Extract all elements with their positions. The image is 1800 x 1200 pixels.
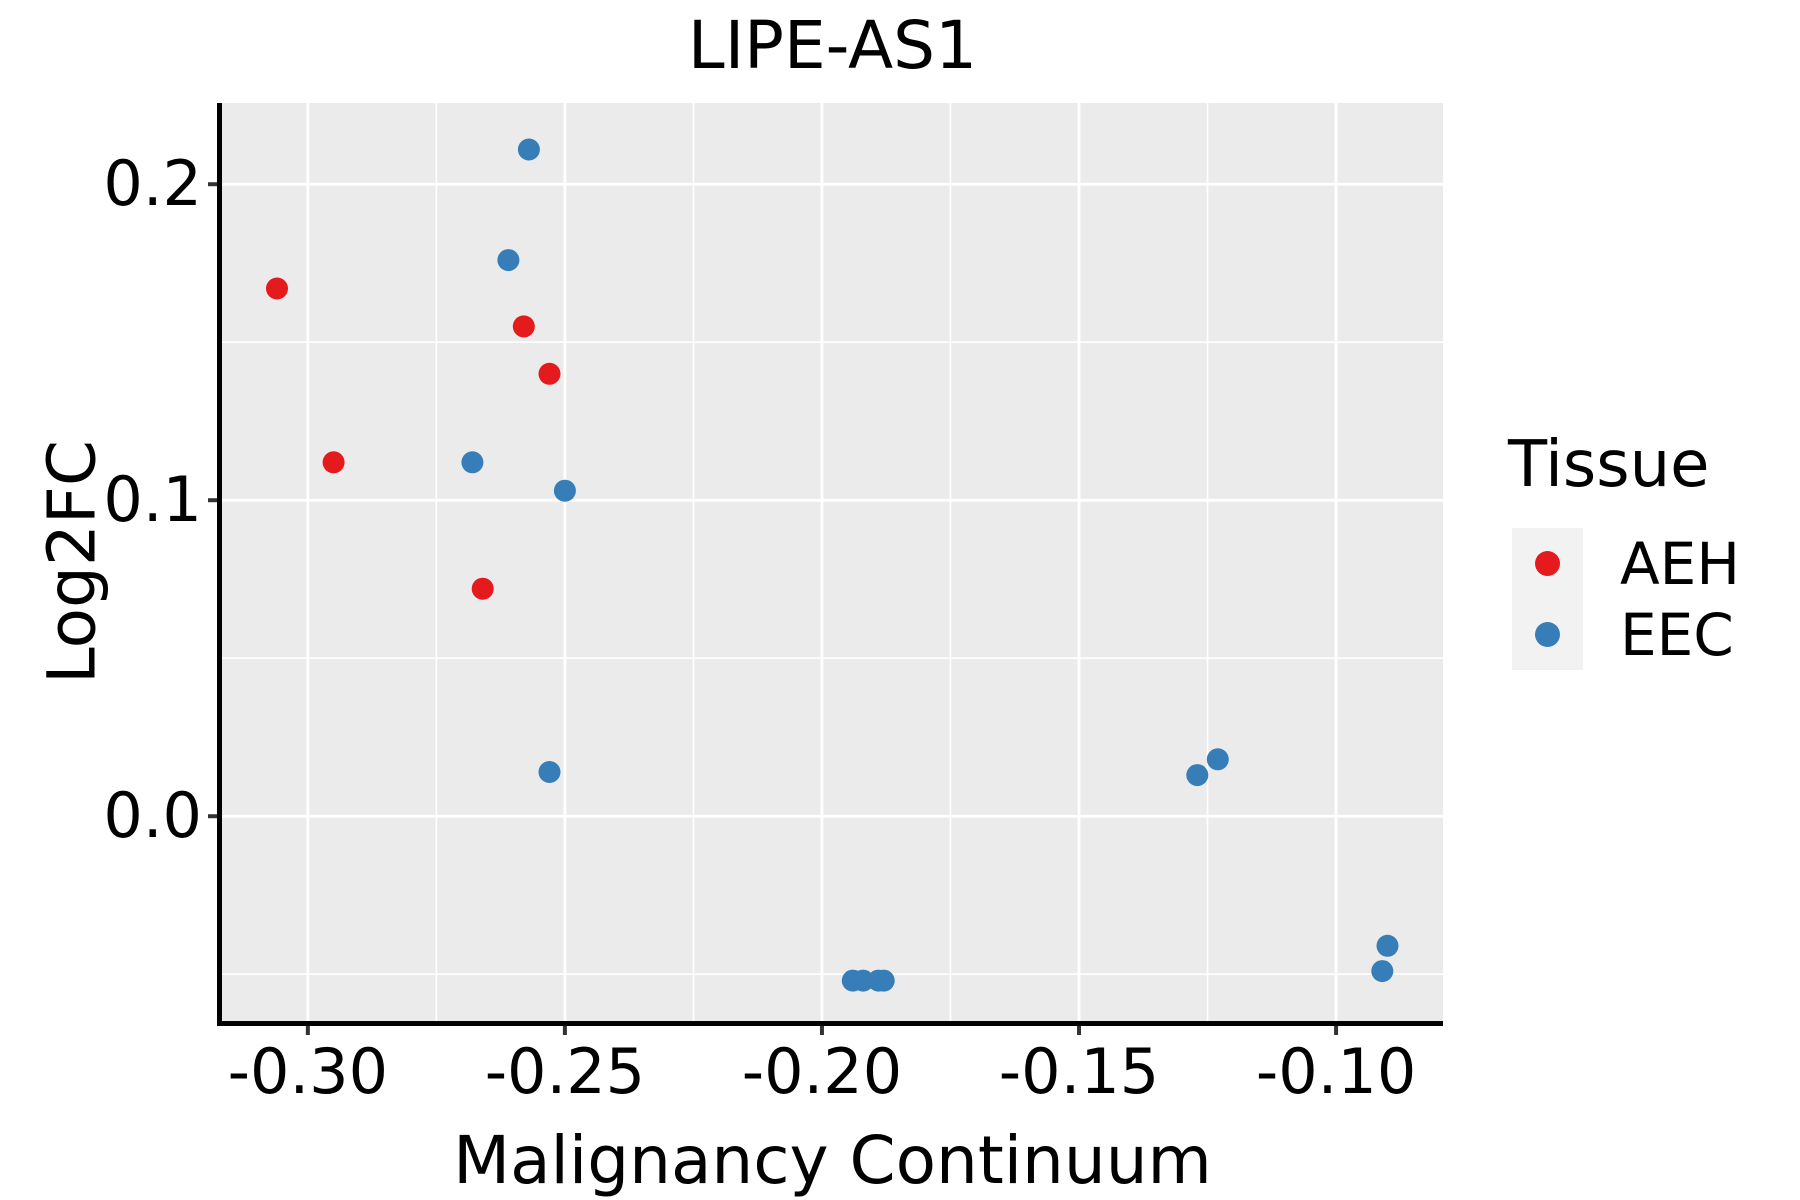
aeh-dot-icon: [1535, 551, 1560, 576]
data-point-eec: [461, 451, 484, 474]
data-point-eec: [517, 138, 540, 161]
data-point-aeh: [322, 451, 345, 474]
data-point-aeh: [471, 577, 494, 600]
legend-item-eec: EEC: [1512, 599, 1740, 670]
legend: Tissue AEH EEC: [1508, 428, 1740, 670]
data-point-eec: [852, 969, 875, 992]
data-point-eec: [1371, 960, 1394, 983]
data-point-aeh: [538, 362, 561, 385]
x-tick-label: -0.25: [485, 1035, 645, 1108]
data-point-aeh: [266, 277, 288, 300]
data-point-eec: [872, 969, 895, 992]
legend-item-aeh: AEH: [1512, 528, 1740, 599]
data-point-aeh: [512, 315, 535, 338]
data-point-eec: [1206, 748, 1229, 771]
x-tick-label: -0.15: [999, 1035, 1159, 1108]
y-axis-title: Log2FC: [33, 440, 111, 684]
x-axis-title: Malignancy Continuum: [453, 1122, 1212, 1199]
legend-label-eec: EEC: [1620, 600, 1734, 669]
data-point-eec: [538, 761, 561, 783]
legend-key-eec: [1512, 599, 1583, 670]
plot-panel: [222, 103, 1443, 1021]
x-tick-label: -0.10: [1256, 1035, 1416, 1108]
x-tick-label: -0.30: [228, 1035, 388, 1108]
x-tick-label: -0.20: [742, 1035, 902, 1108]
data-point-eec: [497, 249, 520, 272]
legend-title: Tissue: [1508, 428, 1710, 502]
legend-key-aeh: [1512, 528, 1583, 599]
y-tick-label: 0.2: [103, 147, 202, 220]
y-tick-label: 0.1: [103, 463, 202, 536]
data-point-eec: [553, 479, 576, 502]
chart-title: LIPE-AS1: [687, 7, 978, 84]
data-point-eec: [1186, 764, 1209, 787]
legend-label-aeh: AEH: [1620, 529, 1740, 598]
eec-dot-icon: [1535, 622, 1560, 647]
y-tick-label: 0.0: [103, 779, 202, 852]
data-point-eec: [1376, 934, 1399, 957]
